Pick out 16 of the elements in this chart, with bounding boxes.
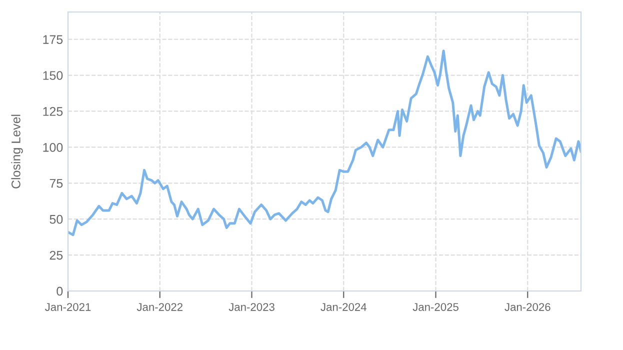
x-tick-label: Jan-2022 bbox=[136, 303, 182, 311]
x-tick-label: Jan-2024 bbox=[320, 303, 366, 311]
y-tick-label: 75 bbox=[50, 179, 63, 188]
x-tick-label: Jan-2021 bbox=[45, 303, 91, 311]
y-tick-label: 50 bbox=[50, 214, 63, 224]
line-series bbox=[68, 50, 581, 236]
y-tick-label: 125 bbox=[43, 107, 63, 116]
y-tick-label: 100 bbox=[43, 142, 63, 152]
x-tick-label: Jan-2025 bbox=[412, 303, 458, 311]
x-tick-label: Jan-2023 bbox=[228, 303, 274, 311]
y-axis-title: Closing Level bbox=[11, 114, 23, 188]
y-tick-label: 25 bbox=[50, 250, 63, 260]
y-tick-label: 150 bbox=[43, 71, 63, 80]
x-tick-label: Jan-2026 bbox=[504, 303, 550, 311]
y-tick-label: 175 bbox=[43, 35, 63, 44]
y-tick-label: 0 bbox=[56, 286, 63, 296]
